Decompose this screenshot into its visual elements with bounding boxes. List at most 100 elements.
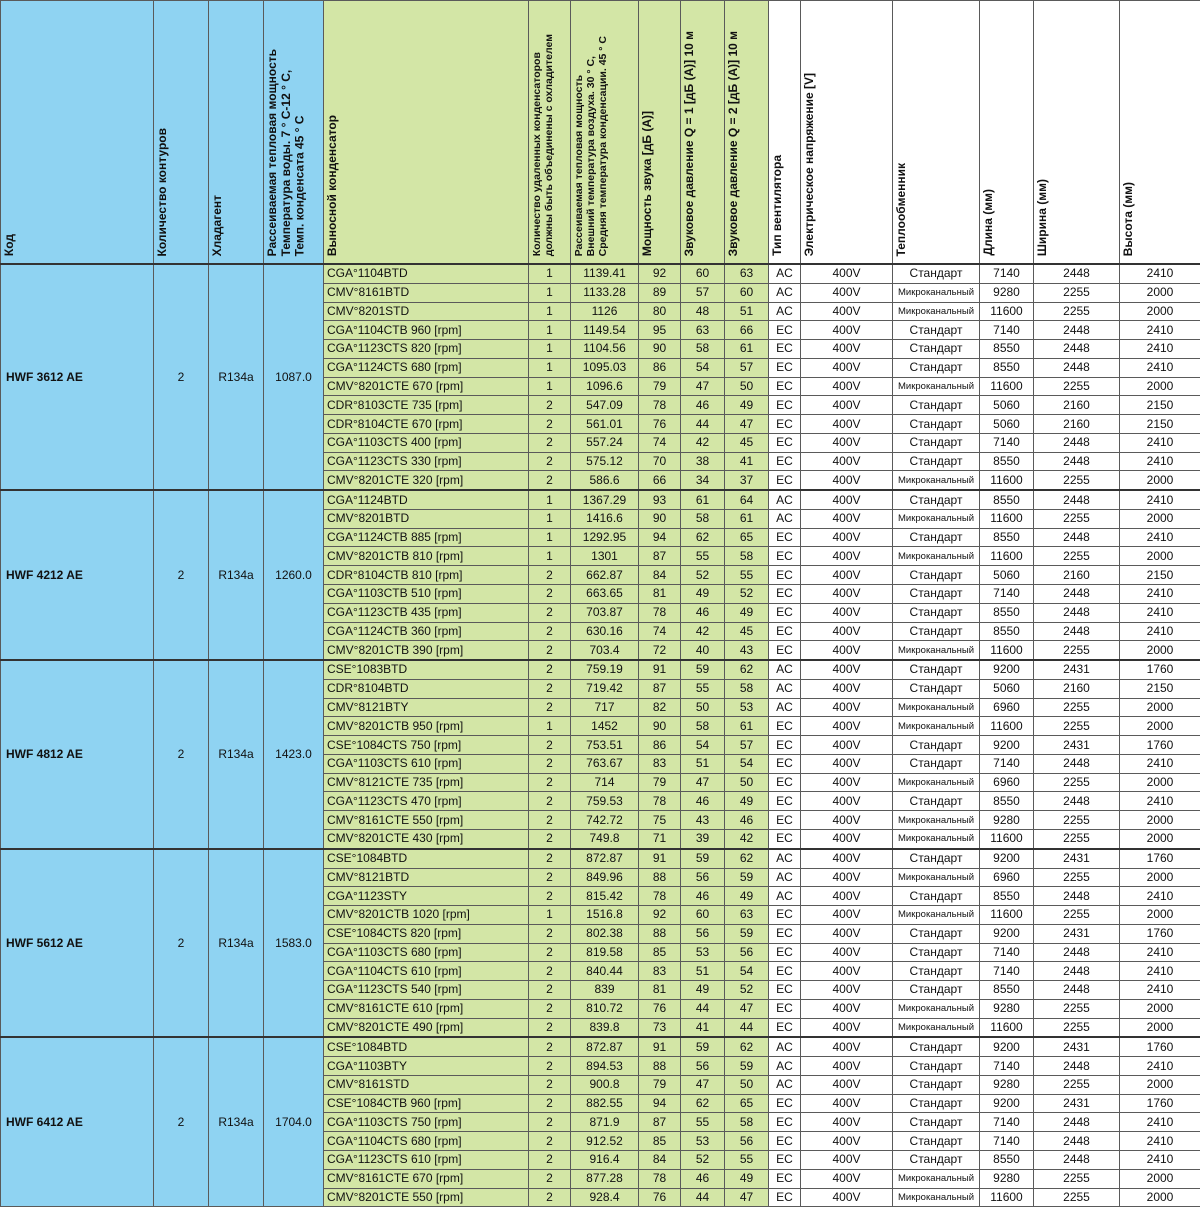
sound-power-cell: 94 xyxy=(639,1094,681,1113)
sound-pressure-q1-cell: 60 xyxy=(681,906,725,925)
sound-power-cell: 90 xyxy=(639,717,681,736)
height-cell: 1760 xyxy=(1120,736,1200,755)
width-cell: 2255 xyxy=(1034,1075,1120,1094)
sound-pressure-q1-cell: 55 xyxy=(681,1113,725,1132)
remote-condenser-cell: CGA°1123CTS 610 [rpm] xyxy=(324,1150,529,1169)
condenser-count-cell: 2 xyxy=(529,698,571,717)
width-cell: 2255 xyxy=(1034,509,1120,528)
height-cell: 2410 xyxy=(1120,943,1200,962)
heat-exchanger-cell: Микроканальный xyxy=(893,471,980,490)
heat-exchanger-cell: Стандарт xyxy=(893,1132,980,1151)
height-cell: 2410 xyxy=(1120,962,1200,981)
voltage-cell: 400V xyxy=(801,868,893,887)
length-cell: 8550 xyxy=(980,981,1034,1000)
height-cell: 2410 xyxy=(1120,1113,1200,1132)
length-cell: 7140 xyxy=(980,1057,1034,1076)
sound-pressure-q1-cell: 55 xyxy=(681,547,725,566)
sound-power-cell: 81 xyxy=(639,981,681,1000)
voltage-cell: 400V xyxy=(801,1150,893,1169)
condenser-heat-cell: 872.87 xyxy=(571,1037,639,1056)
voltage-cell: 400V xyxy=(801,358,893,377)
condenser-count-cell: 2 xyxy=(529,415,571,434)
condenser-count-cell: 2 xyxy=(529,603,571,622)
height-cell: 2000 xyxy=(1120,1018,1200,1037)
condenser-heat-cell: 1301 xyxy=(571,547,639,566)
fan-type-cell: EC xyxy=(769,792,801,811)
circuits-cell: 2 xyxy=(154,660,209,849)
sound-pressure-q2-cell: 43 xyxy=(725,641,769,660)
fan-type-cell: EC xyxy=(769,717,801,736)
sound-power-cell: 83 xyxy=(639,754,681,773)
sound-pressure-q1-cell: 57 xyxy=(681,283,725,302)
length-cell: 8550 xyxy=(980,528,1034,547)
sound-pressure-q2-cell: 61 xyxy=(725,340,769,359)
width-cell: 2448 xyxy=(1034,321,1120,340)
heat-exchanger-cell: Стандарт xyxy=(893,1113,980,1132)
remote-condenser-cell: CGA°1103CTS 680 [rpm] xyxy=(324,943,529,962)
fan-type-cell: EC xyxy=(769,566,801,585)
condenser-heat-cell: 630.16 xyxy=(571,622,639,641)
height-cell: 2000 xyxy=(1120,717,1200,736)
heat-exchanger-cell: Стандарт xyxy=(893,943,980,962)
remote-condenser-cell: CGA°1124CTS 680 [rpm] xyxy=(324,358,529,377)
condenser-count-cell: 2 xyxy=(529,1169,571,1188)
condenser-heat-cell: 819.58 xyxy=(571,943,639,962)
width-cell: 2160 xyxy=(1034,566,1120,585)
sound-pressure-q2-cell: 49 xyxy=(725,887,769,906)
condenser-count-cell: 1 xyxy=(529,906,571,925)
sound-power-cell: 88 xyxy=(639,1057,681,1076)
fan-type-cell: EC xyxy=(769,943,801,962)
heat-exchanger-cell: Микроканальный xyxy=(893,547,980,566)
height-cell: 2000 xyxy=(1120,1075,1200,1094)
sound-power-cell: 89 xyxy=(639,283,681,302)
length-cell: 5060 xyxy=(980,679,1034,698)
height-cell: 2000 xyxy=(1120,1188,1200,1207)
voltage-cell: 400V xyxy=(801,471,893,490)
width-cell: 2431 xyxy=(1034,924,1120,943)
sound-pressure-q2-cell: 61 xyxy=(725,509,769,528)
sound-pressure-q2-cell: 46 xyxy=(725,811,769,830)
fan-type-cell: EC xyxy=(769,999,801,1018)
length-cell: 9280 xyxy=(980,283,1034,302)
remote-condenser-cell: CDR°8103CTE 735 [rpm] xyxy=(324,396,529,415)
condenser-heat-cell: 815.42 xyxy=(571,887,639,906)
sound-pressure-q2-cell: 47 xyxy=(725,1188,769,1207)
header-row: Код Количество контуров Хладагент Рассеи… xyxy=(1,1,1200,265)
height-cell: 2000 xyxy=(1120,829,1200,848)
length-cell: 6960 xyxy=(980,773,1034,792)
sound-pressure-q1-cell: 46 xyxy=(681,1169,725,1188)
width-cell: 2255 xyxy=(1034,377,1120,396)
sound-power-cell: 92 xyxy=(639,906,681,925)
header-heat-rejection: Рассеиваемая тепловая мощность Температу… xyxy=(264,1,324,265)
condenser-count-cell: 1 xyxy=(529,528,571,547)
sound-power-cell: 79 xyxy=(639,773,681,792)
sound-pressure-q1-cell: 54 xyxy=(681,736,725,755)
heat-exchanger-cell: Стандарт xyxy=(893,340,980,359)
condenser-heat-cell: 703.4 xyxy=(571,641,639,660)
heat-exchanger-cell: Микроканальный xyxy=(893,829,980,848)
condenser-heat-cell: 742.72 xyxy=(571,811,639,830)
sound-pressure-q1-cell: 51 xyxy=(681,754,725,773)
width-cell: 2431 xyxy=(1034,849,1120,868)
sound-pressure-q1-cell: 47 xyxy=(681,773,725,792)
width-cell: 2448 xyxy=(1034,603,1120,622)
condenser-count-cell: 2 xyxy=(529,1188,571,1207)
voltage-cell: 400V xyxy=(801,509,893,528)
sound-power-cell: 85 xyxy=(639,1132,681,1151)
condenser-heat-cell: 753.51 xyxy=(571,736,639,755)
width-cell: 2431 xyxy=(1034,736,1120,755)
sound-pressure-q2-cell: 59 xyxy=(725,868,769,887)
condenser-count-cell: 2 xyxy=(529,1113,571,1132)
header-condenser-heat: Рассеиваемая тепловая мощность Внешний т… xyxy=(571,1,639,265)
voltage-cell: 400V xyxy=(801,321,893,340)
sound-pressure-q1-cell: 59 xyxy=(681,849,725,868)
condenser-heat-cell: 1095.03 xyxy=(571,358,639,377)
sound-pressure-q2-cell: 61 xyxy=(725,717,769,736)
sound-pressure-q2-cell: 50 xyxy=(725,377,769,396)
condenser-heat-cell: 872.87 xyxy=(571,849,639,868)
condenser-count-cell: 2 xyxy=(529,943,571,962)
heat-exchanger-cell: Микроканальный xyxy=(893,773,980,792)
sound-pressure-q2-cell: 47 xyxy=(725,999,769,1018)
sound-power-cell: 66 xyxy=(639,471,681,490)
